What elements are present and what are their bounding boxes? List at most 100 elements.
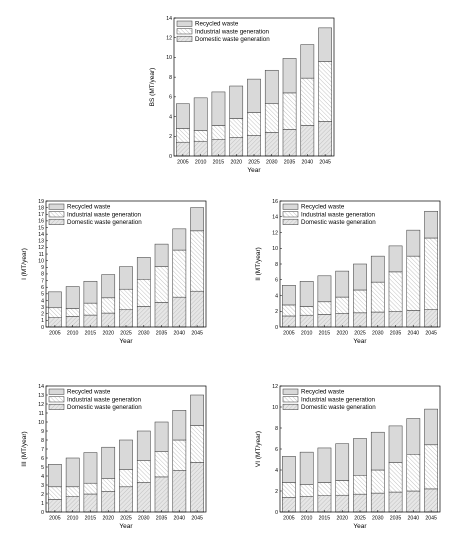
bar-domestic-waste-generation-2035 [154, 476, 169, 513]
legend-swatch [48, 403, 65, 410]
y-tick-label: 1 [41, 501, 44, 507]
bar-industrial-waste-generation-2015 [83, 482, 98, 495]
bar-recycled-waste-2015 [317, 447, 332, 483]
x-ticks: 2005 2010 2015 2020 2025 2030 2035 2040 2045 [283, 510, 437, 522]
y-tick-label: 4 [41, 474, 44, 480]
bar-industrial-waste-generation-2005 [282, 482, 296, 498]
bar-recycled-waste-2025 [353, 438, 367, 476]
bar-recycled-waste-2010 [299, 281, 314, 307]
bar-domestic-waste-generation-2045 [424, 309, 438, 328]
y-tick-label: 6 [41, 285, 44, 291]
bar-domestic-waste-generation-2020 [229, 137, 244, 157]
bar-industrial-waste-generation-2040 [406, 255, 421, 311]
bar-recycled-waste-2015 [83, 280, 98, 304]
bar-domestic-waste-generation-2010 [65, 496, 80, 513]
y-ticks: 0 2 4 6 8 10 12 14 16 [272, 199, 282, 331]
bar-recycled-waste-2010 [65, 457, 80, 488]
y-tick-label: 11 [39, 411, 44, 417]
bar-industrial-waste-generation-2035 [388, 271, 403, 312]
y-tick-label: 6 [275, 278, 278, 284]
bar-recycled-waste-2010 [193, 97, 208, 131]
bar-domestic-waste-generation-2020 [335, 494, 350, 513]
bar-industrial-waste-generation-2015 [211, 125, 226, 140]
y-tick-label: 4 [41, 298, 44, 304]
bar-industrial-waste-generation-2010 [299, 484, 314, 497]
y-tick-label: 10 [38, 258, 44, 264]
y-tick-label: 0 [41, 510, 44, 516]
legend-label: Industrial waste generation [67, 396, 142, 403]
legend-swatch [282, 211, 299, 218]
bar-domestic-waste-generation-2005 [176, 141, 190, 157]
y-tick-label: 15 [38, 225, 44, 231]
bar-recycled-waste-2005 [282, 285, 296, 306]
legend-swatch [48, 203, 65, 210]
bar-domestic-waste-generation-2015 [211, 138, 226, 157]
x-tick-label: 2040 [408, 516, 420, 522]
x-tick-label: 2005 [283, 331, 295, 337]
bar-recycled-waste-2040 [172, 228, 187, 251]
y-tick-label: 14 [166, 16, 172, 22]
bar-recycled-waste-2015 [317, 275, 332, 303]
y-tick-label: 11 [39, 252, 44, 258]
legend-swatch [48, 396, 65, 403]
bar-domestic-waste-generation-2020 [101, 312, 116, 328]
x-tick-label: 2035 [284, 160, 296, 166]
legend-swatch [282, 388, 299, 395]
y-axis-label: II (MT/year) [255, 247, 262, 281]
legend-label: Domestic waste generation [301, 219, 376, 226]
y-tick-label: 6 [169, 95, 172, 101]
x-axis-label: Year [119, 338, 133, 345]
y-tick-label: 10 [272, 246, 278, 252]
x-ticks: 2005 2010 2015 2020 2025 2030 2035 2040 2045 [283, 325, 437, 337]
bar-recycled-waste-2020 [229, 85, 244, 119]
bar-industrial-waste-generation-2010 [65, 486, 80, 497]
bar-industrial-waste-generation-2030 [370, 469, 385, 494]
y-tick-label: 6 [41, 456, 44, 462]
bar-domestic-waste-generation-2025 [247, 135, 261, 157]
bar-industrial-waste-generation-2035 [154, 451, 169, 478]
y-tick-label: 4 [275, 293, 278, 299]
x-tick-label: 2010 [195, 160, 207, 166]
y-tick-label: 14 [38, 384, 44, 390]
x-tick-label: 2005 [283, 516, 295, 522]
x-tick-label: 2010 [67, 331, 79, 337]
y-tick-label: 5 [41, 465, 44, 471]
x-tick-label: 2045 [425, 331, 437, 337]
chart-ii: 0 2 4 6 8 10 12 14 16 2005 2010 2015 2020 2025 2030 203… [248, 197, 448, 362]
bar-industrial-waste-generation-2045 [424, 444, 438, 490]
y-tick-label: 0 [275, 325, 278, 331]
bar-industrial-waste-generation-2045 [424, 237, 438, 310]
bar-industrial-waste-generation-2045 [318, 61, 332, 122]
x-ticks: 2005 2010 2015 2020 2025 2030 2035 2040 2045 [177, 154, 331, 166]
bar-industrial-waste-generation-2020 [335, 296, 350, 314]
bar-industrial-waste-generation-2020 [101, 297, 116, 314]
x-tick-label: 2020 [336, 331, 348, 337]
legend-swatch [282, 203, 299, 210]
y-tick-label: 2 [275, 489, 278, 495]
bar-recycled-waste-2035 [388, 245, 403, 273]
bar-recycled-waste-2040 [300, 44, 315, 79]
bar-industrial-waste-generation-2030 [136, 460, 151, 483]
bar-domestic-waste-generation-2040 [406, 490, 421, 513]
x-tick-label: 2005 [49, 331, 61, 337]
bar-industrial-waste-generation-2020 [335, 480, 350, 496]
x-tick-label: 2045 [191, 516, 203, 522]
legend-label: Industrial waste generation [195, 28, 270, 35]
bar-industrial-waste-generation-2035 [154, 266, 169, 303]
bars [282, 210, 438, 328]
bar-industrial-waste-generation-2015 [83, 302, 98, 316]
x-tick-label: 2045 [425, 516, 437, 522]
bar-domestic-waste-generation-2040 [406, 310, 421, 328]
bar-industrial-waste-generation-2035 [388, 462, 403, 493]
x-tick-label: 2020 [230, 160, 242, 166]
x-tick-label: 2015 [319, 516, 331, 522]
y-axis-label: BS (MT/year) [149, 68, 156, 107]
x-tick-label: 2045 [191, 331, 203, 337]
bar-domestic-waste-generation-2030 [264, 132, 279, 157]
